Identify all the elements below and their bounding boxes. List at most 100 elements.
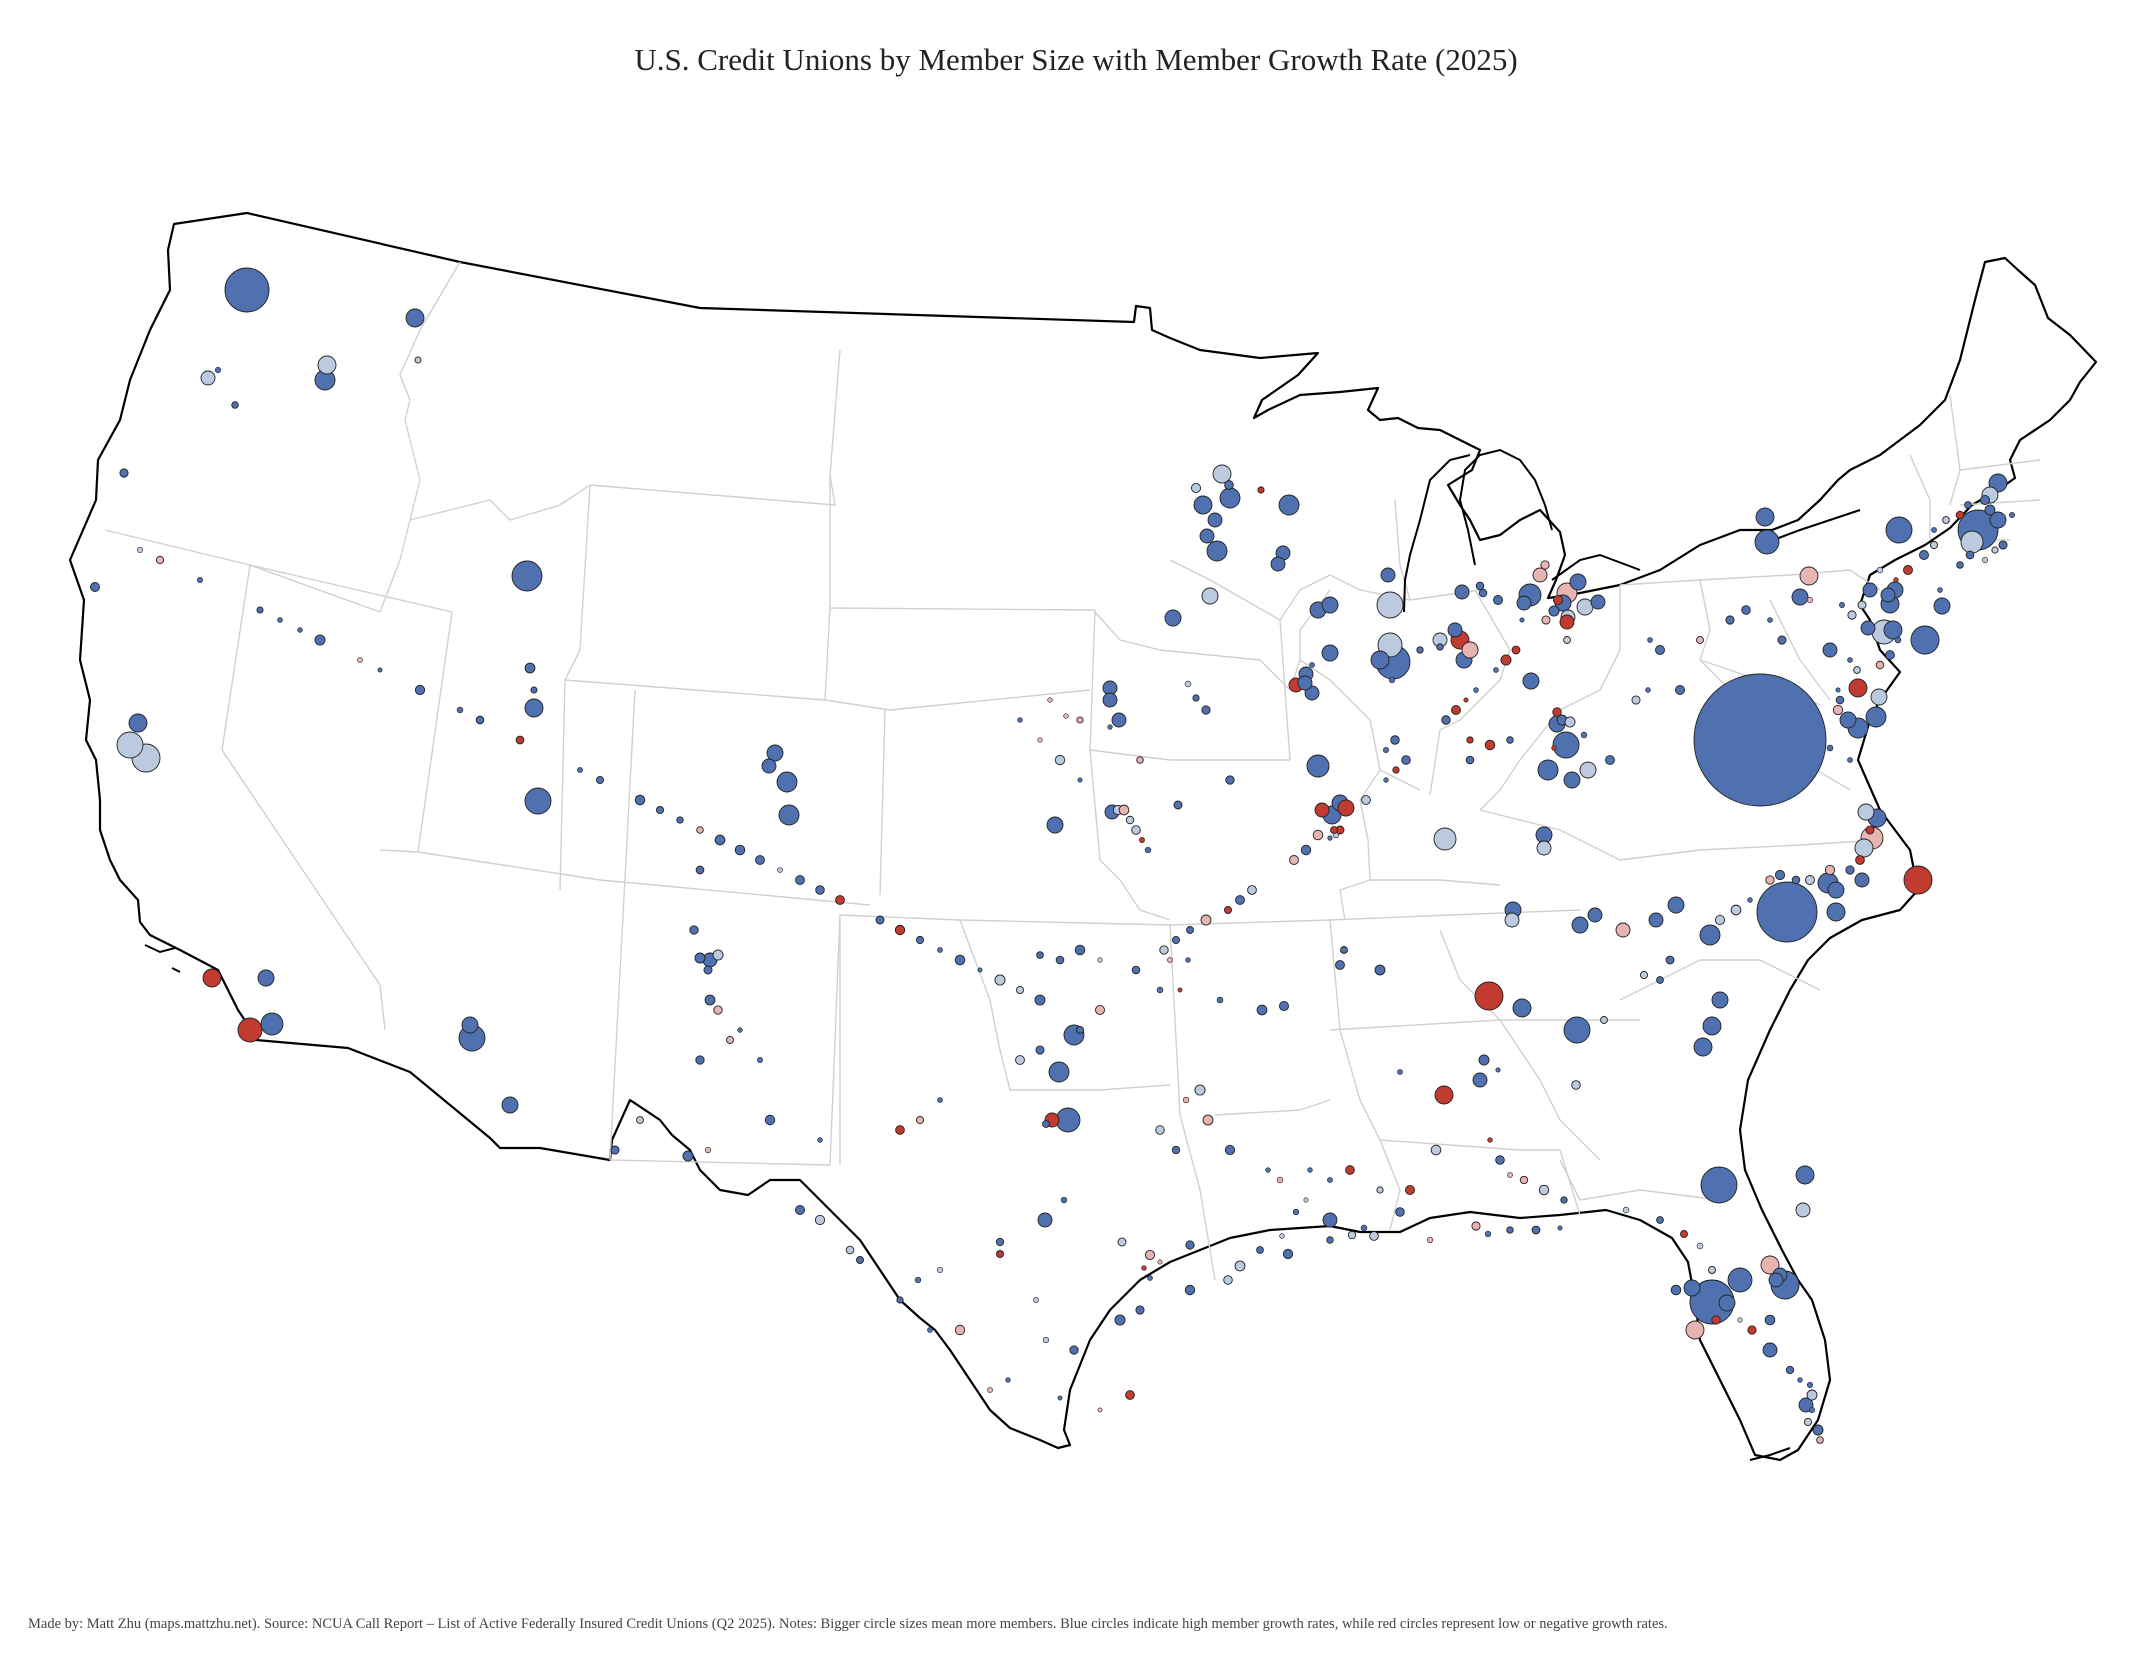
credit-union-circle: [1832, 704, 1844, 716]
credit-union-circle: [1383, 777, 1389, 783]
credit-union-circle: [1376, 591, 1404, 619]
credit-union-circle: [1416, 646, 1424, 654]
credit-union-circle: [136, 546, 144, 554]
credit-union-circle: [1278, 494, 1300, 516]
credit-union-circle: [1532, 567, 1548, 583]
credit-union-circle: [1979, 494, 1991, 506]
credit-union-circle: [1077, 777, 1083, 783]
credit-union-circle: [200, 370, 216, 386]
credit-union-circle: [1200, 914, 1212, 926]
credit-union-circle: [1478, 588, 1488, 598]
credit-union-circle: [1235, 895, 1245, 905]
credit-union-circle: [1171, 1145, 1181, 1155]
credit-union-circle: [1306, 754, 1330, 778]
credit-union-circle: [1292, 1208, 1300, 1216]
credit-union-circle: [1571, 916, 1589, 934]
credit-union-circle: [1835, 687, 1841, 693]
credit-union-circle: [1702, 1016, 1722, 1036]
credit-union-circle: [1631, 695, 1641, 705]
credit-union-circle: [1054, 754, 1066, 766]
credit-union-circle: [1854, 872, 1870, 888]
credit-union-circle: [1540, 560, 1550, 570]
credit-union-circle: [1847, 757, 1853, 763]
credit-union-circle: [1835, 695, 1845, 705]
credit-union-circle: [1042, 1336, 1050, 1344]
credit-union-circle: [1335, 960, 1345, 970]
credit-union-circle: [1799, 566, 1819, 586]
credit-union-circle: [1015, 1055, 1025, 1065]
credit-union-circle: [875, 915, 885, 925]
credit-union-circle: [90, 582, 100, 592]
credit-union-circle: [1139, 837, 1145, 843]
credit-union-circle: [1737, 1317, 1743, 1323]
credit-union-circle: [256, 606, 264, 614]
credit-union-circle: [1563, 1016, 1591, 1044]
credit-union-circle: [224, 267, 270, 313]
credit-union-circle: [995, 1237, 1005, 1247]
credit-union-circle: [1615, 922, 1631, 938]
credit-union-circle: [1693, 1037, 1713, 1057]
credit-union-circle: [1206, 540, 1228, 562]
credit-union-circle: [1257, 486, 1265, 494]
credit-union-circle: [1711, 991, 1729, 1009]
credit-union-circle: [1117, 1237, 1127, 1247]
credit-union-circle: [1461, 641, 1479, 659]
credit-union-circle: [1714, 914, 1726, 926]
credit-union-circle: [1768, 1272, 1784, 1288]
credit-union-circle: [755, 855, 765, 865]
credit-union-circle: [155, 555, 165, 565]
credit-union-circle: [1256, 1004, 1268, 1016]
credit-union-circle: [1984, 504, 1996, 516]
credit-union-circle: [714, 834, 726, 846]
credit-union-circle: [1397, 1069, 1403, 1075]
credit-union-circle: [1506, 1226, 1514, 1234]
credit-union-circle: [1097, 957, 1103, 963]
credit-union-circle: [1159, 945, 1169, 955]
credit-union-circle: [1803, 1417, 1813, 1427]
credit-union-circle: [524, 662, 536, 674]
credit-union-circle: [1747, 1325, 1757, 1335]
map-title: U.S. Credit Unions by Member Size with M…: [634, 42, 1518, 77]
credit-union-circle: [1893, 577, 1899, 583]
credit-union-circle: [1885, 516, 1913, 544]
credit-union-circle: [927, 1327, 933, 1333]
credit-union-circle: [1931, 527, 1937, 533]
credit-union-circle: [795, 1205, 805, 1215]
credit-union-circle: [1563, 636, 1571, 644]
credit-union-circle: [1046, 816, 1064, 834]
credit-union-circle: [1767, 617, 1773, 623]
credit-union-circle: [1730, 904, 1742, 916]
credit-union-circle: [1055, 1107, 1081, 1133]
credit-union-circle: [1645, 687, 1651, 693]
credit-union-circle: [1903, 565, 1913, 575]
credit-union-circle: [1764, 1314, 1776, 1326]
credit-union-circle: [1484, 1230, 1492, 1238]
credit-union-circle: [704, 1146, 712, 1154]
credit-union-circle: [231, 401, 239, 409]
credit-union-circle: [1173, 800, 1183, 810]
credit-union-circle: [1131, 965, 1141, 975]
credit-union-circle: [896, 1296, 904, 1304]
credit-union-circle: [1433, 827, 1457, 851]
credit-union-circle: [1699, 924, 1721, 946]
credit-union-circle: [1754, 529, 1780, 555]
credit-union-circle: [1192, 694, 1200, 702]
credit-union-circle: [414, 684, 426, 696]
credit-union-circle: [1516, 595, 1532, 611]
credit-union-circle: [1765, 875, 1775, 885]
credit-union-circle: [977, 967, 983, 973]
credit-union-circle: [1665, 955, 1675, 965]
credit-union-circle: [1822, 642, 1838, 658]
credit-union-circle: [1600, 1016, 1608, 1024]
credit-union-circle: [1548, 605, 1560, 617]
credit-union-circle: [1256, 1246, 1264, 1254]
credit-union-circle: [1826, 744, 1834, 752]
credit-union-circle: [1857, 803, 1875, 821]
credit-union-circle: [1929, 540, 1939, 550]
credit-union-circle: [1212, 464, 1232, 484]
credit-union-circle: [856, 1256, 864, 1264]
credit-union-circle: [1436, 643, 1444, 651]
credit-union-circle: [1557, 1225, 1563, 1231]
credit-union-circle: [937, 1097, 943, 1103]
credit-union-circle: [954, 1324, 966, 1336]
